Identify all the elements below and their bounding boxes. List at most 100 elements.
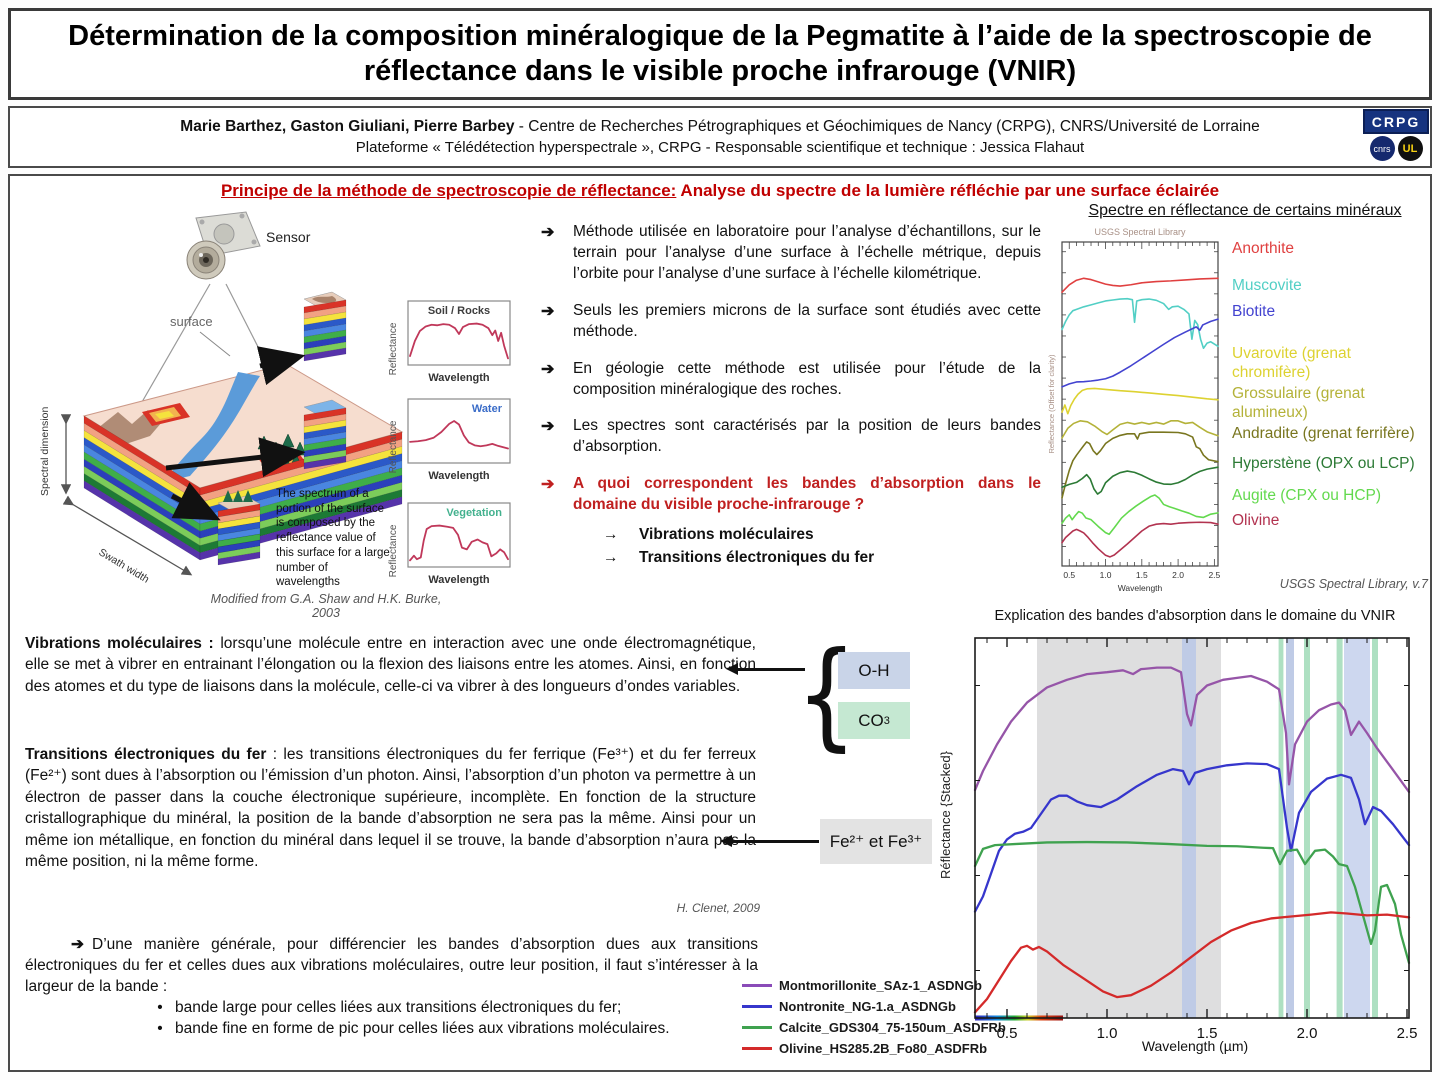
authors-box: Marie Barthez, Gaston Giuliani, Pierre B… — [8, 106, 1432, 168]
surface-pointer-line — [199, 331, 231, 357]
svg-text:2.5: 2.5 — [1397, 1025, 1418, 1042]
subbullet-text: Vibrations moléculaires — [639, 526, 814, 544]
bullet-text: Les spectres sont caractérisés par la po… — [573, 417, 1041, 456]
svg-text:Wavelength: Wavelength — [428, 574, 490, 586]
svg-text:Wavelength: Wavelength — [428, 372, 490, 384]
sensor-label: Sensor — [266, 229, 311, 245]
paragraph-transitions-body: : les transitions électroniques du fer f… — [25, 746, 756, 870]
mineral-label-andradite: Andradite (grenat ferrifère) — [1232, 425, 1415, 442]
arrow-icon: ➔ — [71, 936, 84, 953]
bullet-item-question: ➔ A quoi correspondent les bandes d’absor… — [541, 474, 1041, 516]
legend-label: Nontronite_NG-1.a_ASDNGb — [779, 998, 956, 1014]
author-names: Marie Barthez, Gaston Giuliani, Pierre B… — [180, 118, 515, 135]
authors-line: Marie Barthez, Gaston Giuliani, Pierre B… — [180, 118, 1259, 136]
spectrum-note: The spectrum of a portion of the surface… — [276, 488, 390, 589]
legend-swatch-montmorillonite — [742, 983, 772, 987]
crpg-logo: CRPG — [1363, 109, 1429, 134]
arrow-icon: ➔ — [541, 224, 555, 241]
svg-text:0.5: 0.5 — [1063, 570, 1075, 580]
paragraph-vibrations: Vibrations moléculaires : lorsqu’une mol… — [25, 633, 756, 697]
mineral-label-augite: Augite (CPX ou HCP) — [1232, 487, 1382, 504]
svg-text:1.0: 1.0 — [1097, 1025, 1118, 1042]
svg-text:2.5: 2.5 — [1208, 570, 1220, 580]
mini-plot-vegetation: Reflectance Vegetation Wavelength — [388, 502, 511, 586]
legend-swatch-olivine — [742, 1046, 772, 1050]
swath-width-label: Swath width — [96, 546, 151, 586]
conclusion-intro-text: D’une manière générale, pour différencie… — [25, 936, 758, 996]
fe-band-label: Fe²⁺ et Fe³⁺ — [820, 819, 932, 864]
oh-text: O-H — [858, 660, 890, 680]
arrow-icon: → — [603, 549, 619, 567]
fov-line-left — [141, 283, 211, 403]
usgs-spectra-chart: USGS Spectral Library Reflectance (Offset… — [1048, 227, 1221, 593]
vnir-absorption-chart: 0.5 1.0 1.5 2.0 2.5 — [973, 637, 1418, 1042]
logo-group: CRPG cnrs UL — [1363, 109, 1429, 161]
target-square-1 — [142, 403, 190, 426]
connector-line-fe — [731, 840, 819, 843]
legend-item: Nontronite_NG-1.a_ASDNGb — [742, 998, 1006, 1014]
svg-text:Wavelength: Wavelength — [428, 470, 490, 482]
svg-text:1.0: 1.0 — [1100, 570, 1112, 580]
svg-text:Water: Water — [472, 403, 503, 415]
co3-text: CO — [858, 710, 884, 730]
principle-heading-underlined: Principe de la méthode de spectroscopie … — [220, 181, 677, 200]
pixel-spectrum-stacks — [217, 291, 347, 566]
connector-line-oh — [737, 668, 805, 671]
bullet-text: Méthode utilisée en laboratoire pour l’a… — [573, 223, 1041, 282]
right-panel-heading: Spectre en réflectance de certains minér… — [1088, 202, 1402, 219]
oh-band-label: O-H — [838, 652, 910, 689]
bullet-item: ➔ Méthode utilisée en laboratoire pour l’… — [541, 222, 1041, 285]
svg-text:1.5: 1.5 — [1136, 570, 1148, 580]
arrow-to-stack-1 — [256, 346, 306, 386]
mineral-label-olivine: Olivine — [1232, 512, 1280, 529]
river-shape — [164, 372, 260, 482]
subbullet-item: → Transitions électroniques du fer — [603, 549, 1041, 567]
bullet-text: Seuls les premiers microns de la surface… — [573, 301, 1041, 340]
bullet-item: ➔ Les spectres sont caractérisés par la p… — [541, 416, 1041, 458]
svg-text:Vegetation: Vegetation — [446, 507, 502, 519]
vnir-xlabel: Wavelength (µm) — [1141, 1038, 1249, 1054]
arrow-icon: ➔ — [541, 418, 555, 436]
question-subbullets: → Vibrations moléculaires → Transitions él… — [541, 526, 1041, 567]
subbullet-text: Transitions électroniques du fer — [639, 549, 875, 567]
vnir-legend: Montmorillonite_SAz-1_ASDNGb Nontronite_… — [742, 977, 1006, 1056]
hyperspectral-acquisition-diagram: Sensor surface Spectral dimension Swath … — [39, 211, 404, 586]
platform-line: Plateforme « Télédétection hyperspectral… — [355, 139, 1085, 156]
legend-label: Calcite_GDS304_75-150um_ASDFRb — [779, 1019, 1006, 1035]
svg-text:Reflectance: Reflectance — [388, 524, 399, 577]
legend-swatch-calcite — [742, 1025, 772, 1029]
arrow-icon: → — [603, 526, 619, 544]
arrow-icon: ➔ — [541, 476, 555, 494]
mineral-label-muscovite: Muscovite — [1232, 277, 1302, 294]
paragraph-vibrations-lead: Vibrations moléculaires : — [25, 635, 214, 652]
vnir-chart-title: Explication des bandes d'absorption dans… — [994, 608, 1396, 624]
svg-text:Reflectance (Offset for clarit: Reflectance (Offset for clarity) — [1048, 354, 1056, 454]
sensor-icon — [186, 211, 261, 280]
bullet-dot-icon: • — [157, 1020, 163, 1038]
conclusion-bullet-text: bande fine en forme de pic pour celles l… — [175, 1020, 670, 1038]
arrowhead-to-vibrations — [726, 663, 738, 675]
mineral-label-uvarovite: Uvarovite (grenat chromifère) — [1232, 345, 1351, 381]
legend-item: Montmorillonite_SAz-1_ASDNGb — [742, 977, 1006, 993]
bullet-dot-icon: • — [157, 999, 163, 1017]
arrow-to-stack-2 — [165, 437, 306, 478]
poster-title: Détermination de la composition minéralo… — [68, 19, 1372, 87]
mineral-label-grossulaire: Grossulaire (grenat alumineux) — [1232, 385, 1365, 421]
legend-label: Olivine_HS285.2B_Fo80_ASDFRb — [779, 1040, 988, 1056]
bullet-text: En géologie cette méthode est utilisée p… — [573, 359, 1041, 398]
legend-label: Montmorillonite_SAz-1_ASDNGb — [779, 977, 982, 993]
mini-plot-soil: Reflectance Soil / Rocks Wavelength — [388, 300, 511, 384]
legend-swatch-nontronite — [742, 1004, 772, 1008]
bullet-item: ➔ En géologie cette méthode est utilisée … — [541, 359, 1041, 401]
svg-text:2.0: 2.0 — [1172, 570, 1184, 580]
co3-subscript: 3 — [883, 714, 890, 727]
vnir-ylabel: Réflectance {Stacked} — [938, 751, 953, 879]
conclusion-intro: ➔ D’une manière générale, pour différenci… — [25, 934, 758, 997]
mineral-label-anorthite: Anorthite — [1232, 240, 1295, 257]
arrow-to-stack-3 — [170, 482, 221, 521]
surface-label: surface — [170, 314, 213, 329]
method-bullet-list: ➔ Méthode utilisée en laboratoire pour l’… — [541, 222, 1041, 567]
svg-text:Wavelength: Wavelength — [1118, 583, 1163, 593]
mineral-label-hyperstene: Hyperstène (OPX ou LCP) — [1232, 455, 1415, 472]
svg-text:1.5: 1.5 — [1197, 1025, 1218, 1042]
